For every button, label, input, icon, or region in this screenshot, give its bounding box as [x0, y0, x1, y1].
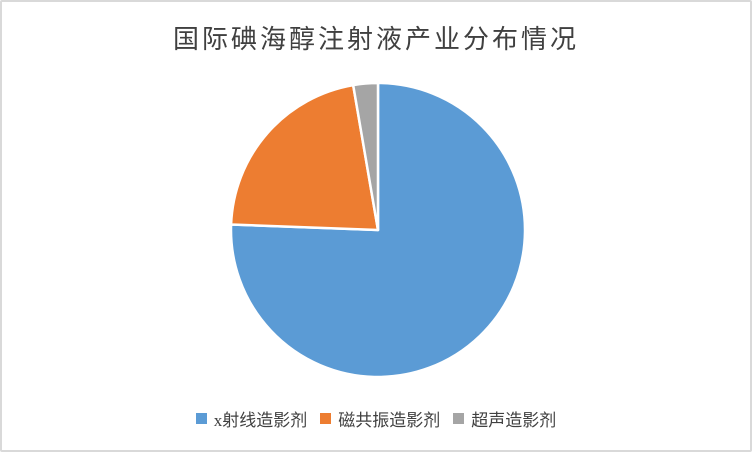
legend-label-mri: 磁共振造影剂 — [338, 410, 441, 430]
legend-swatch-ultrasound-icon — [453, 412, 465, 424]
legend-item-xray-contrast: x射线造影剂 — [195, 406, 308, 431]
legend-swatch-mri-icon — [320, 412, 332, 424]
legend-swatch-xray-icon — [195, 412, 207, 424]
chart-legend: x射线造影剂 磁共振造影剂 超声造影剂 — [2, 404, 750, 432]
legend-label-ultrasound: 超声造影剂 — [471, 410, 557, 430]
legend-item-mri-contrast: 磁共振造影剂 — [320, 406, 440, 431]
pie-slice-3 — [351, 81, 380, 232]
legend-item-ultrasound-contrast: 超声造影剂 — [453, 406, 556, 431]
pie-slice-2 — [229, 83, 380, 232]
chart-title: 国际碘海醇注射液产业分布情况 — [172, 25, 579, 54]
legend-label-xray: x射线造影剂 — [213, 410, 308, 430]
